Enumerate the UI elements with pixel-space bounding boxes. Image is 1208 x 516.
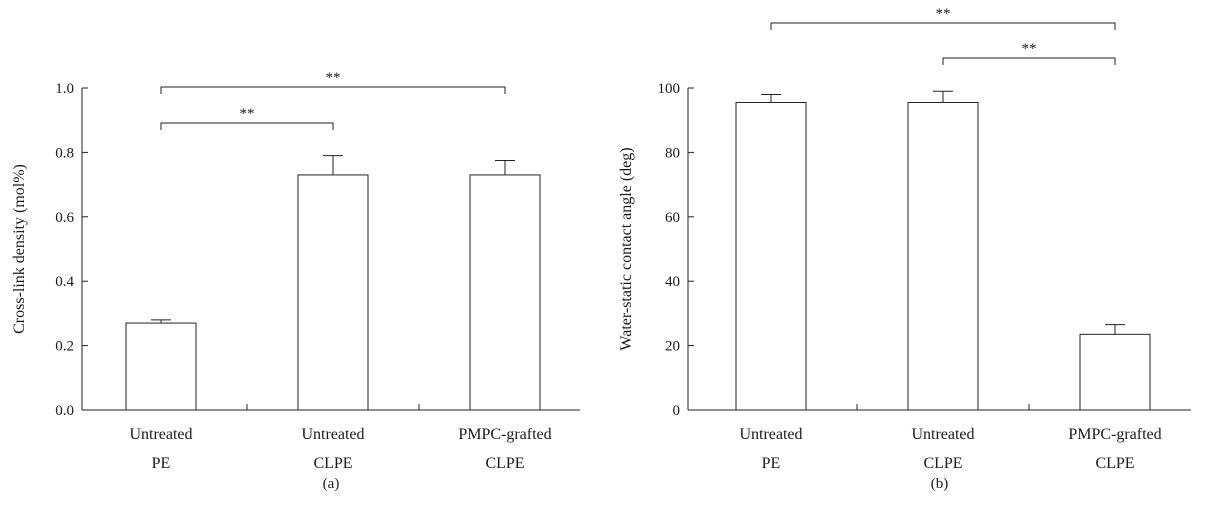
- y-tick-label: 40: [665, 274, 680, 290]
- y-tick-label: 0.6: [55, 210, 74, 226]
- y-tick-label: 0.4: [55, 274, 74, 290]
- x-tick-label: PE: [152, 455, 171, 472]
- x-tick-label: Untreated: [911, 426, 974, 443]
- x-tick-label: CLPE: [923, 455, 962, 472]
- y-tick-label: 100: [658, 81, 681, 97]
- y-tick-label: 0: [673, 403, 681, 419]
- x-tick-label: Untreated: [301, 426, 364, 443]
- y-axis-title: Water-static contact angle (deg): [618, 147, 635, 350]
- bar: [469, 174, 541, 411]
- bar: [907, 101, 979, 411]
- significance-bracket: [160, 86, 506, 94]
- x-tick-label: CLPE: [313, 455, 352, 472]
- chart-panel-a: 0.0 0.2 0.4 0.6 0.8 1.0 Cross-link density (mo…: [11, 70, 580, 492]
- bar: [125, 322, 197, 411]
- bar: [1079, 333, 1151, 411]
- panel-label: (b): [931, 476, 949, 492]
- bar: [735, 101, 807, 411]
- x-tick-label: PE: [762, 455, 781, 472]
- x-tick-label: Untreated: [129, 426, 192, 443]
- panel-label: (a): [323, 476, 340, 492]
- x-tick-label: CLPE: [485, 455, 524, 472]
- y-axis-title: Cross-link density (mol%): [11, 164, 28, 334]
- significance-bracket: [942, 57, 1116, 65]
- y-tick-label: 20: [665, 339, 680, 355]
- significance-label: **: [240, 106, 255, 122]
- bar: [297, 174, 369, 411]
- y-tick-label: 0.8: [55, 145, 74, 161]
- y-tick-label: 80: [665, 145, 680, 161]
- x-tick-label: CLPE: [1095, 455, 1134, 472]
- significance-bracket: [770, 22, 1116, 30]
- significance-label: **: [936, 6, 951, 22]
- significance-bracket: [160, 122, 334, 130]
- significance-label: **: [326, 70, 341, 86]
- y-tick-label: 0.0: [55, 403, 74, 419]
- x-tick-label: PMPC-grafted: [1068, 426, 1161, 443]
- y-tick-label: 1.0: [55, 81, 74, 97]
- y-tick-label: 0.2: [55, 339, 74, 355]
- x-tick-label: PMPC-grafted: [458, 426, 551, 443]
- significance-label: **: [1022, 41, 1037, 57]
- x-tick-label: Untreated: [739, 426, 802, 443]
- y-tick-label: 60: [665, 210, 680, 226]
- chart-panel-b: 0 20 40 60 80 100 Water-static contact angle (…: [618, 6, 1191, 492]
